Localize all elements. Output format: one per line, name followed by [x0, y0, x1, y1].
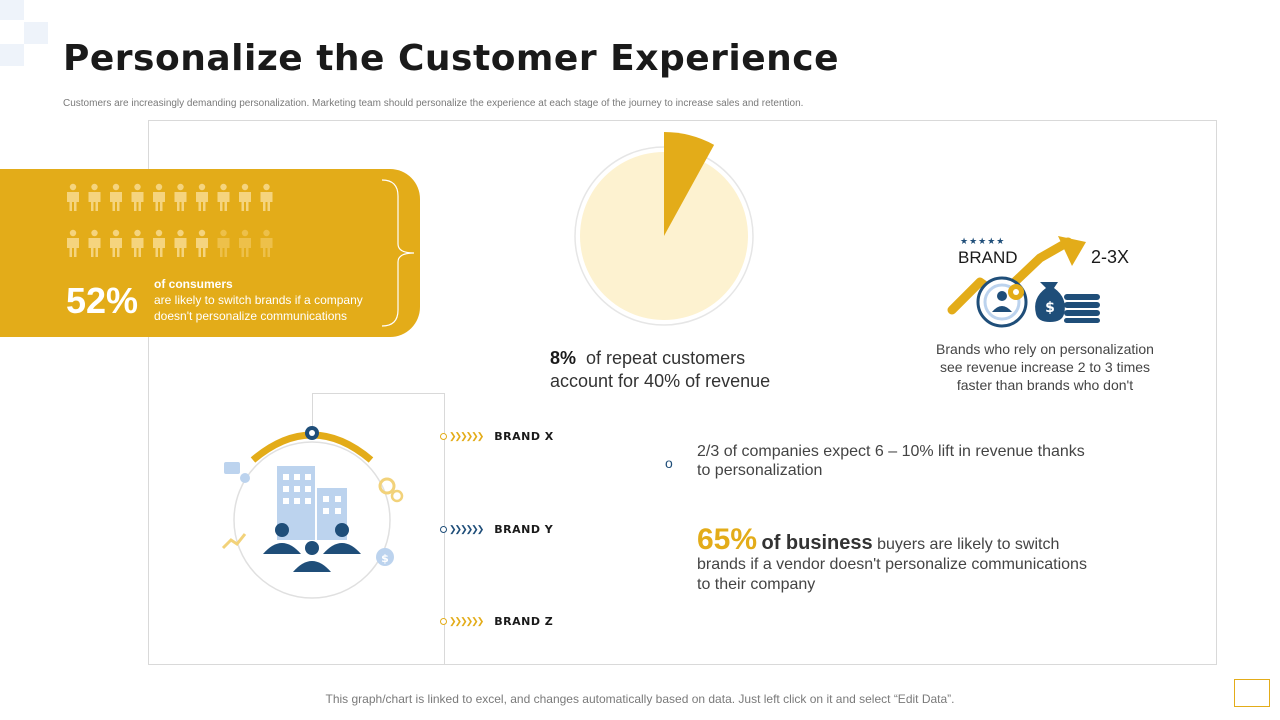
person-icon: [239, 183, 251, 211]
repeat-customers-line2: account for 40% of revenue: [550, 371, 771, 391]
organization-illustration: $: [221, 426, 404, 599]
business-percent: 65%: [697, 523, 758, 556]
consumers-text: of consumers are likely to switch brands…: [154, 276, 363, 324]
rating-stars-icon: ★★★★★: [960, 236, 1006, 246]
person-icon: [196, 183, 208, 211]
brand-z-label: BRAND Z: [494, 614, 554, 628]
person-icon: [131, 229, 144, 257]
business-bold: of business: [761, 532, 873, 554]
person-icon: [131, 183, 144, 211]
consumers-lead: of consumers: [154, 277, 233, 291]
brand-y-row: ❯❯❯❯❯❯ BRAND Y: [440, 522, 553, 536]
person-icon: [196, 229, 208, 257]
repeat-customers-text: 8% of repeat customers account for 40% o…: [550, 347, 770, 393]
brand-y-chevrons-icon: ❯❯❯❯❯❯: [449, 523, 484, 534]
people-icon-grid: [67, 183, 273, 257]
person-icon: [88, 183, 101, 211]
growth-multiplier: 2-3X: [1091, 247, 1130, 267]
brand-y-label: BRAND Y: [494, 522, 554, 536]
brand-z-row: ❯❯❯❯❯❯ BRAND Z: [440, 614, 553, 628]
svg-text:$: $: [1045, 300, 1055, 316]
person-icon: [88, 229, 101, 257]
brand-desc-line3: faster than brands who don't: [956, 377, 1134, 393]
corner-decoration: [0, 0, 50, 70]
brace-icon: [381, 179, 415, 327]
business-buyers-text: 65% of business buyers are likely to swi…: [697, 525, 1097, 595]
business-rest3: to their company: [697, 576, 816, 593]
person-icon: [260, 229, 273, 257]
business-rest2: brands if a vendor doesn't personalize c…: [697, 556, 1087, 573]
connector-horizontal: [312, 393, 445, 394]
repeat-customers-percent: 8%: [550, 348, 577, 368]
brand-desc-line2: see revenue increase 2 to 3 times: [939, 359, 1151, 375]
brand-growth-icon: $: [947, 236, 1100, 328]
person-icon: [67, 183, 79, 211]
brand-x-chevrons-icon: ❯❯❯❯❯❯: [449, 430, 484, 441]
person-icon: [153, 229, 165, 257]
person-icon: [110, 229, 122, 257]
footer-note: This graph/chart is linked to excel, and…: [325, 692, 955, 706]
brand-z-chevrons-icon: ❯❯❯❯❯❯: [449, 615, 484, 626]
companies-text: 2/3 of companies expect 6 – 10% lift in …: [697, 443, 1085, 479]
brand-x-dot-icon: [440, 432, 447, 440]
svg-text:$: $: [381, 552, 389, 565]
pie-slice-share: [664, 132, 715, 236]
corner-box: [1234, 679, 1270, 707]
consumers-percent: 52%: [66, 280, 139, 321]
brand-y-dot-icon: [440, 525, 447, 533]
brand-word: BRAND: [958, 248, 1018, 267]
person-icon: [239, 229, 251, 257]
person-icon: [174, 229, 187, 257]
brand-x-row: ❯❯❯❯❯❯ BRAND X: [440, 429, 554, 443]
consumers-line2: doesn't personalize communications: [154, 309, 348, 323]
page-title: Personalize the Customer Experience: [63, 38, 840, 79]
person-icon: [174, 183, 187, 211]
connector-vertical: [312, 393, 313, 431]
content-frame: [148, 120, 1217, 665]
person-icon: [217, 229, 230, 257]
consumers-line1: are likely to switch brands if a company: [154, 293, 363, 307]
person-icon: [217, 183, 230, 211]
person-icon: [110, 183, 122, 211]
brand-growth-description: Brands who rely on personalization see r…: [920, 340, 1170, 394]
brand-x-label: BRAND X: [494, 429, 554, 443]
bullet-icon: o: [665, 455, 673, 471]
brand-z-dot-icon: [440, 617, 447, 625]
person-icon: [260, 183, 273, 211]
repeat-customers-line1: of repeat customers: [586, 348, 746, 368]
business-rest1: buyers are likely to switch: [872, 536, 1060, 553]
person-icon: [153, 183, 165, 211]
brand-desc-line1: Brands who rely on personalization: [936, 341, 1154, 357]
repeat-customers-pie: [574, 132, 754, 326]
person-icon: [67, 229, 79, 257]
page-subtitle: Customers are increasingly demanding per…: [63, 98, 804, 109]
